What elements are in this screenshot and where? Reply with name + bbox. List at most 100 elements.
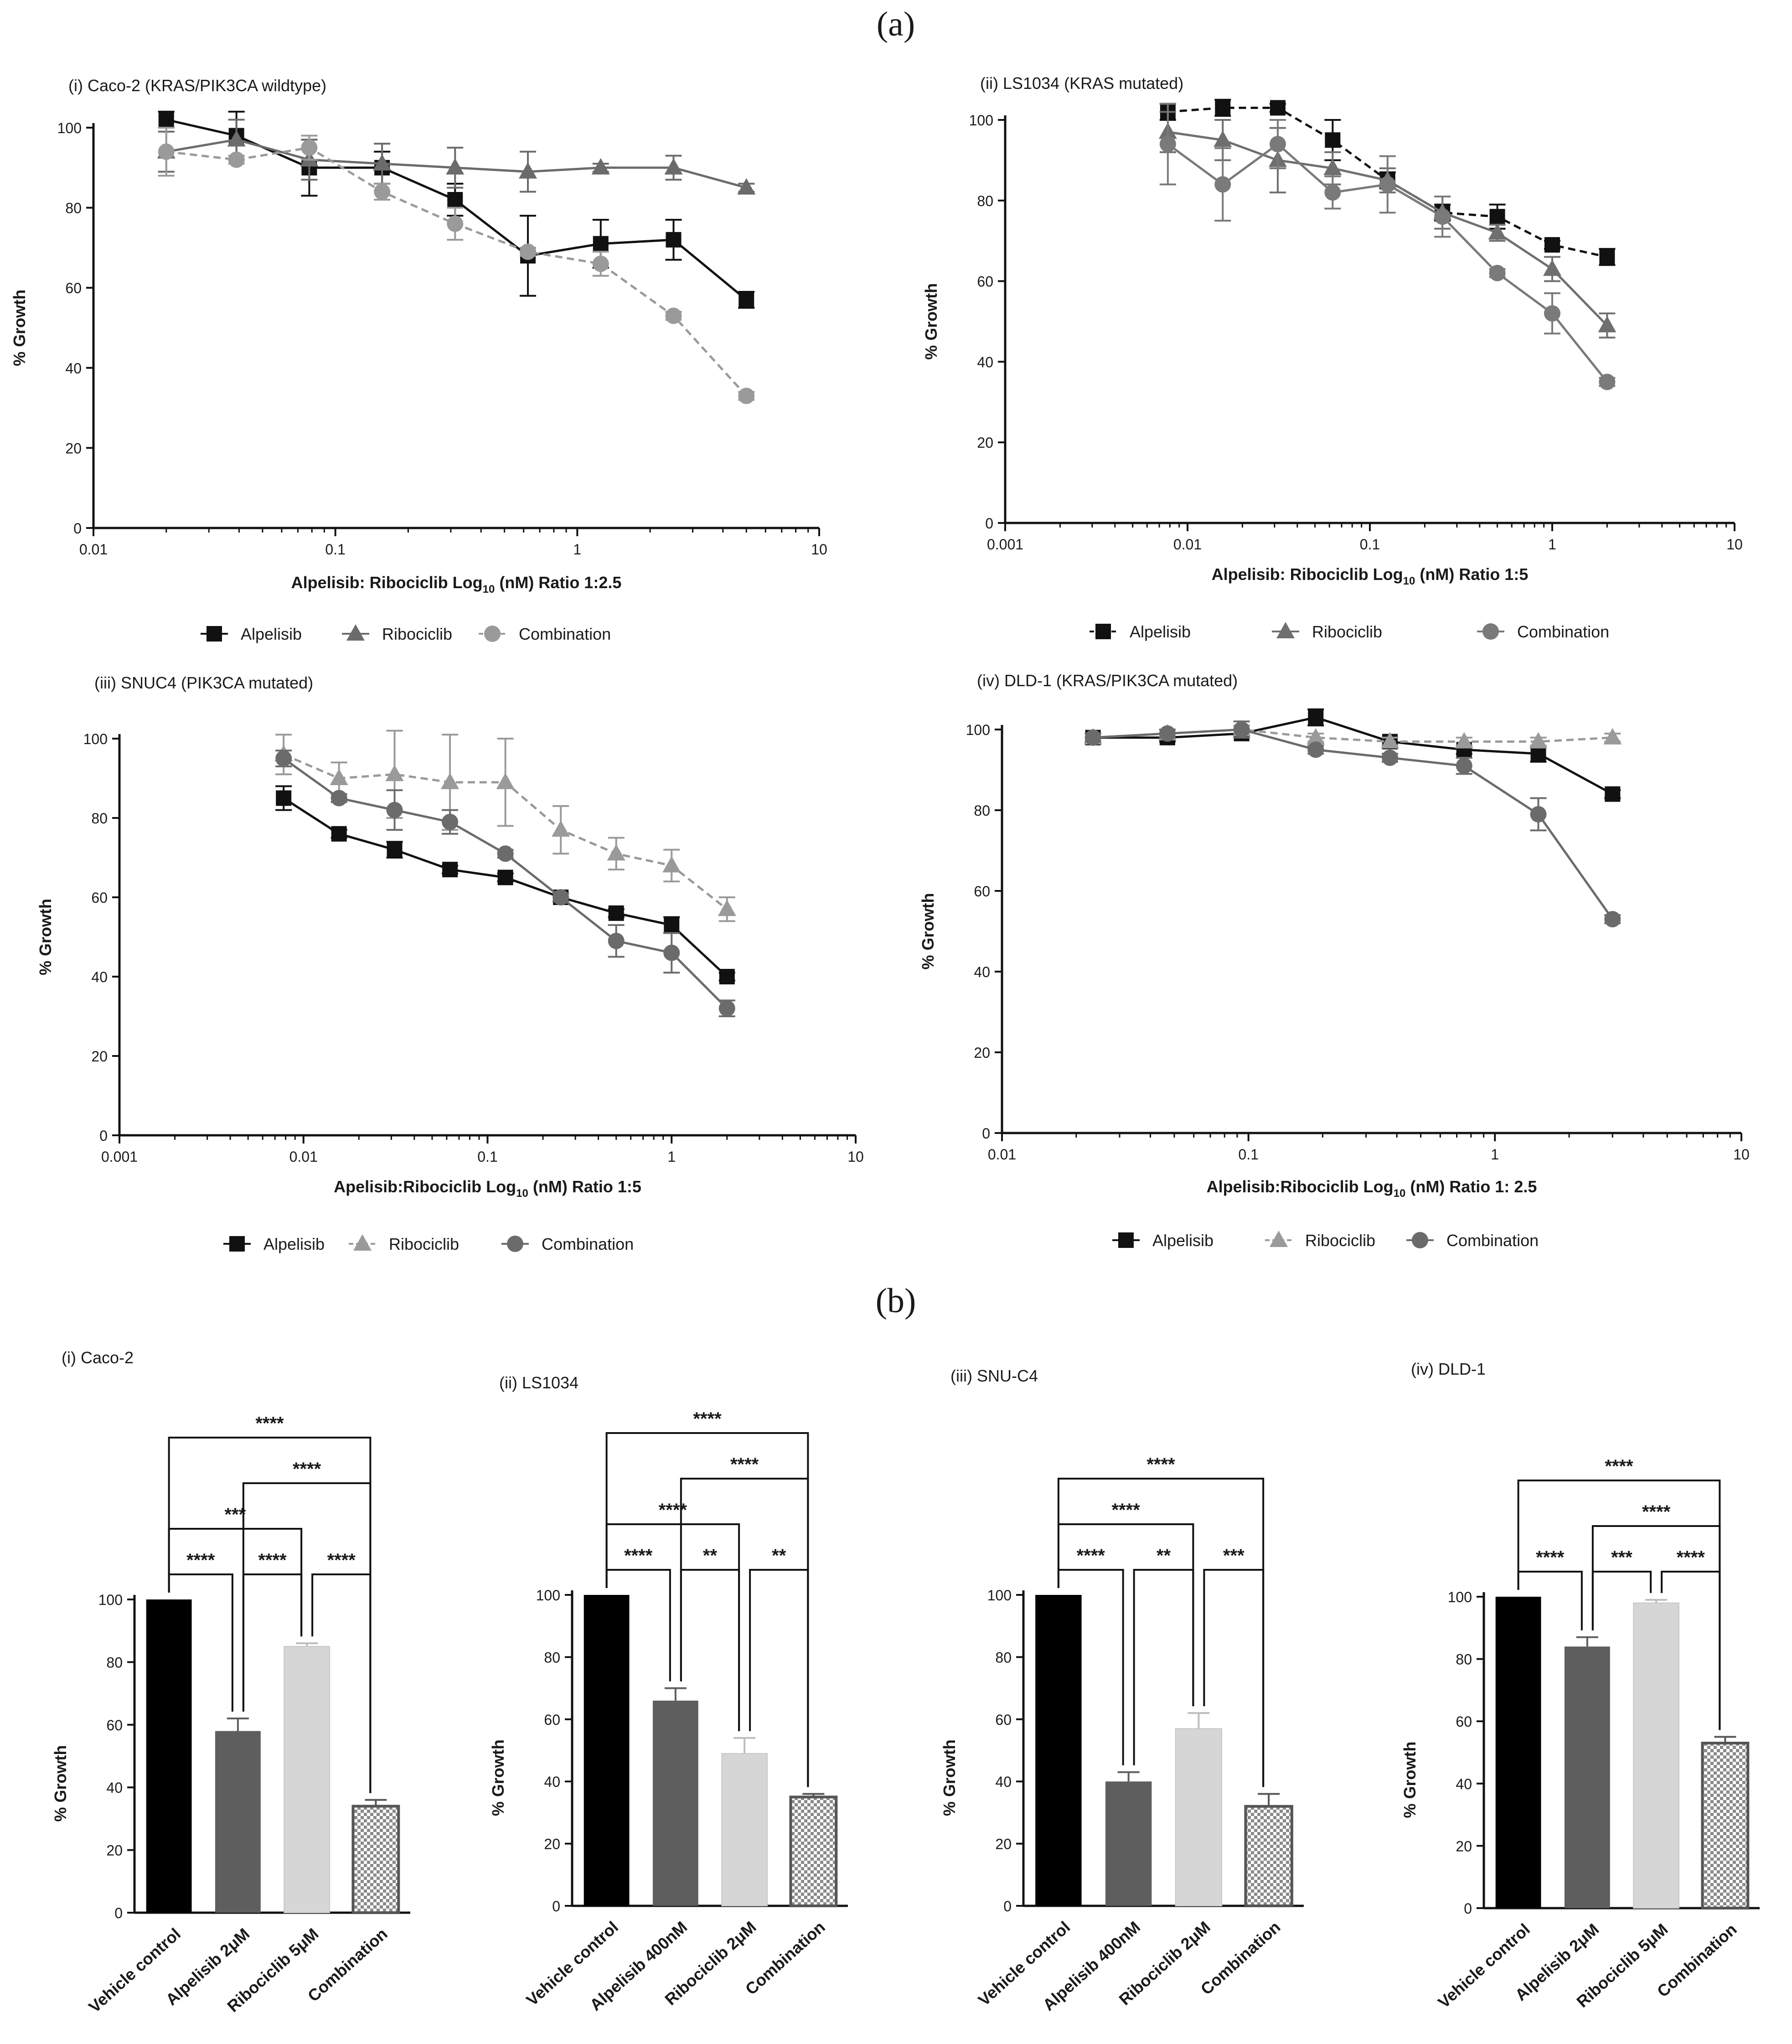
y-tick-label: 20 <box>65 440 82 456</box>
data-point <box>737 178 756 195</box>
y-tick-label: 80 <box>91 810 108 827</box>
y-tick-label: 80 <box>1456 1651 1472 1668</box>
x-tick-label: 10 <box>1726 536 1743 553</box>
significance-bracket: **** <box>168 1413 372 1793</box>
bar-1 <box>1495 1597 1541 1908</box>
data-point <box>663 944 680 961</box>
line-chart-a-ii: (ii) LS1034 (KRAS mutated) 0 20 40 60 80 100 0.… <box>922 74 1743 641</box>
significance-label: **** <box>1111 1500 1140 1520</box>
y-axis-label: % Growth <box>36 899 55 975</box>
data-point <box>331 826 347 842</box>
x-tick-label: 0.01 <box>289 1149 318 1165</box>
bar-4 <box>351 1805 400 1914</box>
series-combination <box>1159 103 1616 390</box>
data-point <box>442 862 458 878</box>
data-point <box>447 192 463 208</box>
bar-3 <box>1633 1602 1680 1909</box>
series-line <box>1093 728 1614 920</box>
data-point <box>1603 728 1622 745</box>
y-tick-label: 40 <box>106 1780 123 1796</box>
y-tick-label: 60 <box>91 890 108 906</box>
bar-1 <box>584 1595 630 1906</box>
data-point <box>593 236 609 252</box>
significance-label: **** <box>1146 1454 1175 1475</box>
data-point <box>1598 316 1616 332</box>
legend-marker <box>1095 624 1111 639</box>
data-point <box>1379 176 1396 193</box>
series-line <box>166 119 747 301</box>
data-point <box>373 154 392 171</box>
significance-label: **** <box>186 1550 215 1570</box>
data-point <box>1381 732 1400 749</box>
data-point <box>441 772 460 789</box>
data-point <box>591 158 610 175</box>
x-axis-label: Apelisib:Ribociclib Log10 (nM) Ratio 1:5 <box>334 1177 641 1200</box>
data-point <box>1214 176 1231 193</box>
x-tick-label: 10 <box>847 1149 864 1165</box>
y-tick-label: 100 <box>966 722 990 738</box>
y-tick-label: 0 <box>73 520 82 537</box>
data-point <box>1599 373 1616 390</box>
chart-title: (iii) SNU-C4 <box>950 1366 1038 1385</box>
x-tick-label: 1 <box>667 1149 676 1165</box>
legend-label: Ribociclib <box>1312 622 1382 641</box>
significance-label: **** <box>1642 1502 1671 1522</box>
y-tick-label: 0 <box>1003 1898 1012 1915</box>
y-tick-label: 80 <box>974 802 990 819</box>
panel-b-label: (b) <box>876 1282 916 1320</box>
data-point <box>227 130 246 147</box>
significance-label: ** <box>772 1546 786 1566</box>
y-tick-label: 0 <box>1464 1900 1472 1917</box>
series-ribociclib <box>274 730 736 922</box>
data-point <box>664 158 683 175</box>
data-point <box>1382 749 1399 766</box>
series-alpelisib <box>1084 708 1621 802</box>
significance-label: **** <box>1605 1456 1633 1476</box>
legend-label: Alpelisib <box>263 1235 325 1253</box>
y-tick-label: 40 <box>977 354 993 370</box>
y-axis-label: % Growth <box>489 1739 507 1816</box>
legend-label: Ribociclib <box>1305 1231 1375 1250</box>
significance-bracket: **** <box>1057 1454 1265 1787</box>
bar-2 <box>652 1700 698 1906</box>
legend-label: Combination <box>1517 622 1609 641</box>
legend-marker <box>353 1234 372 1251</box>
data-point <box>1159 136 1176 153</box>
chart-title: (ii) LS1034 (KRAS mutated) <box>980 74 1183 93</box>
series-combination <box>275 750 735 1017</box>
data-point <box>552 820 570 837</box>
data-point <box>276 790 292 806</box>
bar-3 <box>721 1753 768 1907</box>
data-point <box>1543 259 1561 276</box>
series-combination <box>158 127 755 404</box>
data-point <box>331 790 347 807</box>
y-tick-label: 100 <box>987 1587 1012 1604</box>
data-point <box>1604 911 1621 927</box>
y-tick-label: 0 <box>552 1898 560 1915</box>
bracket-line <box>605 1432 809 1787</box>
data-point <box>718 900 736 916</box>
y-tick-label: 20 <box>977 435 993 451</box>
data-point <box>374 183 391 200</box>
y-tick-label: 80 <box>995 1649 1012 1666</box>
legend-item-ribociclib: Ribociclib <box>1272 622 1382 641</box>
x-tick-label: 1 <box>1491 1146 1499 1163</box>
x-tick-label: 0.01 <box>79 541 108 558</box>
data-point <box>519 162 537 179</box>
series-alpelisib <box>158 110 755 309</box>
bar-3 <box>1175 1728 1223 1906</box>
y-axis-label: % Growth <box>919 893 937 970</box>
data-point <box>738 388 755 404</box>
data-point <box>665 307 682 324</box>
legend-label: Ribociclib <box>382 625 452 643</box>
significance-label: *** <box>225 1505 246 1525</box>
significance-label: **** <box>730 1454 759 1475</box>
chart-title: (iii) SNUC4 (PIK3CA mutated) <box>94 673 313 692</box>
data-point <box>386 802 403 818</box>
legend-marker <box>507 1236 523 1252</box>
y-tick-label: 40 <box>544 1774 560 1790</box>
y-tick-label: 60 <box>974 883 990 900</box>
chart-title: (ii) LS1034 <box>499 1373 578 1392</box>
bar-2 <box>215 1731 261 1913</box>
significance-label: *** <box>1223 1546 1245 1566</box>
